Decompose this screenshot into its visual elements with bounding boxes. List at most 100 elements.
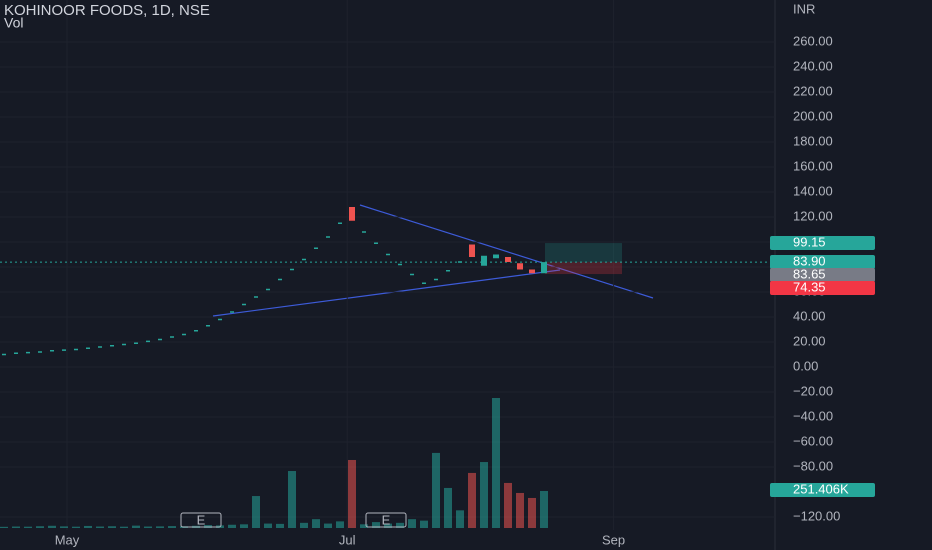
volume-bar	[144, 526, 152, 528]
volume-bar	[288, 471, 296, 528]
loss-zone	[545, 262, 622, 275]
y-tick-label: 220.00	[793, 83, 833, 98]
event-marker[interactable]	[180, 512, 222, 528]
y-tick-label: −80.00	[793, 458, 833, 473]
volume-bar	[300, 522, 308, 528]
y-tick-label: −60.00	[793, 433, 833, 448]
profit-zone	[545, 243, 622, 263]
y-tick-label: 240.00	[793, 58, 833, 73]
volume-tag	[770, 483, 875, 497]
volume-bar	[96, 526, 104, 528]
candle	[2, 353, 6, 356]
volume-bar	[252, 496, 260, 528]
candle	[481, 255, 487, 266]
candle	[529, 269, 535, 274]
x-tick-label: May	[55, 532, 80, 547]
candle	[86, 347, 90, 349]
y-tick-label: 120.00	[793, 208, 833, 223]
candle	[158, 338, 162, 341]
price-tag-label: 74.35	[793, 279, 826, 294]
price-tag-label: 99.15	[793, 234, 826, 249]
candle	[302, 258, 306, 261]
y-tick-label: −40.00	[793, 408, 833, 423]
candle	[182, 333, 186, 336]
y-tick-label: 0.00	[793, 358, 818, 373]
price-tag-label: 83.65	[793, 266, 826, 281]
volume-bar	[36, 526, 44, 528]
event-label[interactable]: E	[382, 512, 391, 527]
candle	[290, 268, 294, 271]
volume-bar	[456, 510, 464, 528]
volume-bar	[504, 482, 512, 528]
currency: INR	[793, 1, 815, 16]
candle	[254, 296, 258, 298]
chart-title: KOHINOOR FOODS, 1D, NSE	[4, 2, 210, 19]
volume-bar	[468, 472, 476, 528]
candle	[74, 348, 78, 351]
candle	[338, 222, 342, 224]
y-tick-label: 260.00	[793, 33, 833, 48]
x-tick-label: Sep	[602, 532, 625, 547]
candle	[326, 236, 330, 238]
price-tag	[770, 281, 875, 295]
candle	[110, 345, 114, 347]
y-tick-label: −120.00	[793, 508, 840, 523]
y-tick-label: 40.00	[793, 308, 826, 323]
price-tag	[770, 236, 875, 250]
volume-bar	[276, 523, 284, 528]
candle	[446, 270, 450, 272]
price-tag	[770, 255, 875, 269]
volume-bar	[420, 520, 428, 528]
candle	[493, 254, 499, 259]
volume-bar	[24, 526, 32, 528]
volume-bar	[60, 526, 68, 528]
y-tick-label: 180.00	[793, 133, 833, 148]
volume-bar	[84, 525, 92, 528]
volume-bar	[492, 398, 500, 528]
y-tick-label: 20.00	[793, 333, 826, 348]
volume-bar	[396, 522, 404, 528]
volume-bar	[48, 525, 56, 528]
volume-bar	[312, 519, 320, 528]
volume-bar	[360, 524, 368, 528]
volume-bar	[444, 487, 452, 528]
volume-bar	[108, 526, 116, 528]
candle	[146, 340, 150, 343]
volume-bar	[0, 526, 8, 528]
y-tick-label: 160.00	[793, 158, 833, 173]
candle	[194, 330, 198, 332]
candle	[386, 253, 390, 256]
x-tick-label: Jul	[339, 532, 356, 547]
candle	[170, 336, 174, 338]
candle	[362, 231, 366, 233]
volume-bar	[240, 524, 248, 528]
volume-title: Vol	[4, 15, 23, 31]
candle	[410, 273, 414, 276]
candle	[230, 311, 234, 313]
price-tag	[770, 268, 875, 282]
volume-bar	[132, 525, 140, 528]
y-tick-label: −20.00	[793, 383, 833, 398]
event-marker[interactable]	[365, 512, 407, 528]
candle	[541, 262, 547, 274]
candle	[314, 247, 318, 249]
volume-bar	[228, 524, 236, 528]
candle	[206, 325, 210, 327]
volume-bar	[120, 526, 128, 528]
candle	[242, 303, 246, 306]
candle	[349, 207, 355, 221]
price-tag-label: 83.90	[793, 253, 826, 268]
y-tick-label: 140.00	[793, 183, 833, 198]
candle	[434, 278, 438, 281]
candle	[374, 242, 378, 244]
candle	[266, 288, 270, 291]
event-label[interactable]: E	[197, 512, 206, 527]
candle	[469, 244, 475, 257]
volume-bar	[72, 526, 80, 528]
volume-bar	[432, 452, 440, 528]
volume-bar	[372, 522, 380, 528]
candle	[122, 343, 126, 346]
candle	[50, 350, 54, 352]
volume-bar	[516, 492, 524, 528]
candle	[278, 278, 282, 281]
